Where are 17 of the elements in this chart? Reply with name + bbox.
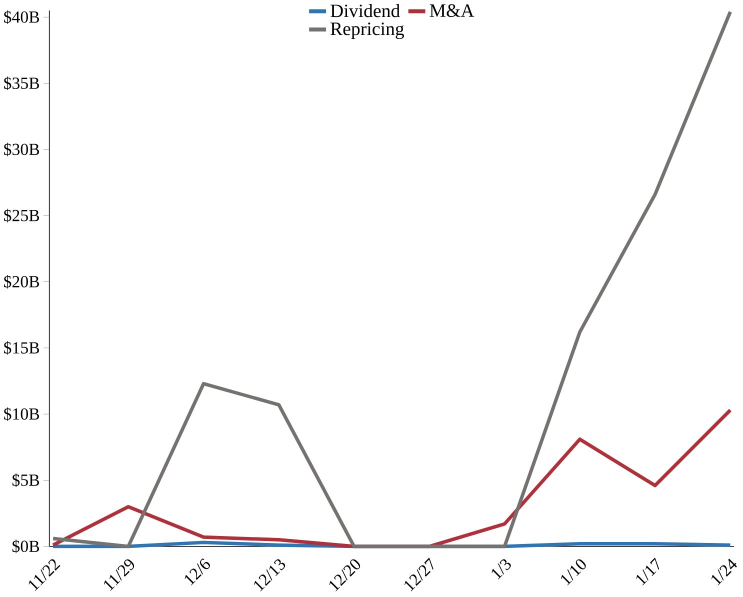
x-tick-label: 12/6 (184, 558, 210, 586)
x-tick-label: 1/17 (636, 558, 660, 586)
x-tick-label: 1/24 (711, 558, 737, 586)
x-tick-label: 1/3 (492, 559, 511, 580)
y-tick-label: $5B (12, 473, 40, 487)
y-tick-label: $30B (4, 142, 40, 156)
y-tick-label: $25B (4, 208, 40, 222)
legend-label: Repricing (330, 22, 404, 39)
y-tick-label: $15B (4, 341, 40, 355)
x-tick-label: 1/10 (561, 559, 586, 586)
y-tick-label: $20B (4, 274, 40, 288)
y-tick-label: $10B (4, 407, 40, 421)
legend-label: Dividend (330, 4, 400, 18)
legend-label: M&A (430, 4, 474, 17)
y-tick-label: $0B (12, 540, 40, 554)
y-tick-label: $35B (4, 76, 40, 90)
y-tick-label: $40B (4, 10, 40, 24)
